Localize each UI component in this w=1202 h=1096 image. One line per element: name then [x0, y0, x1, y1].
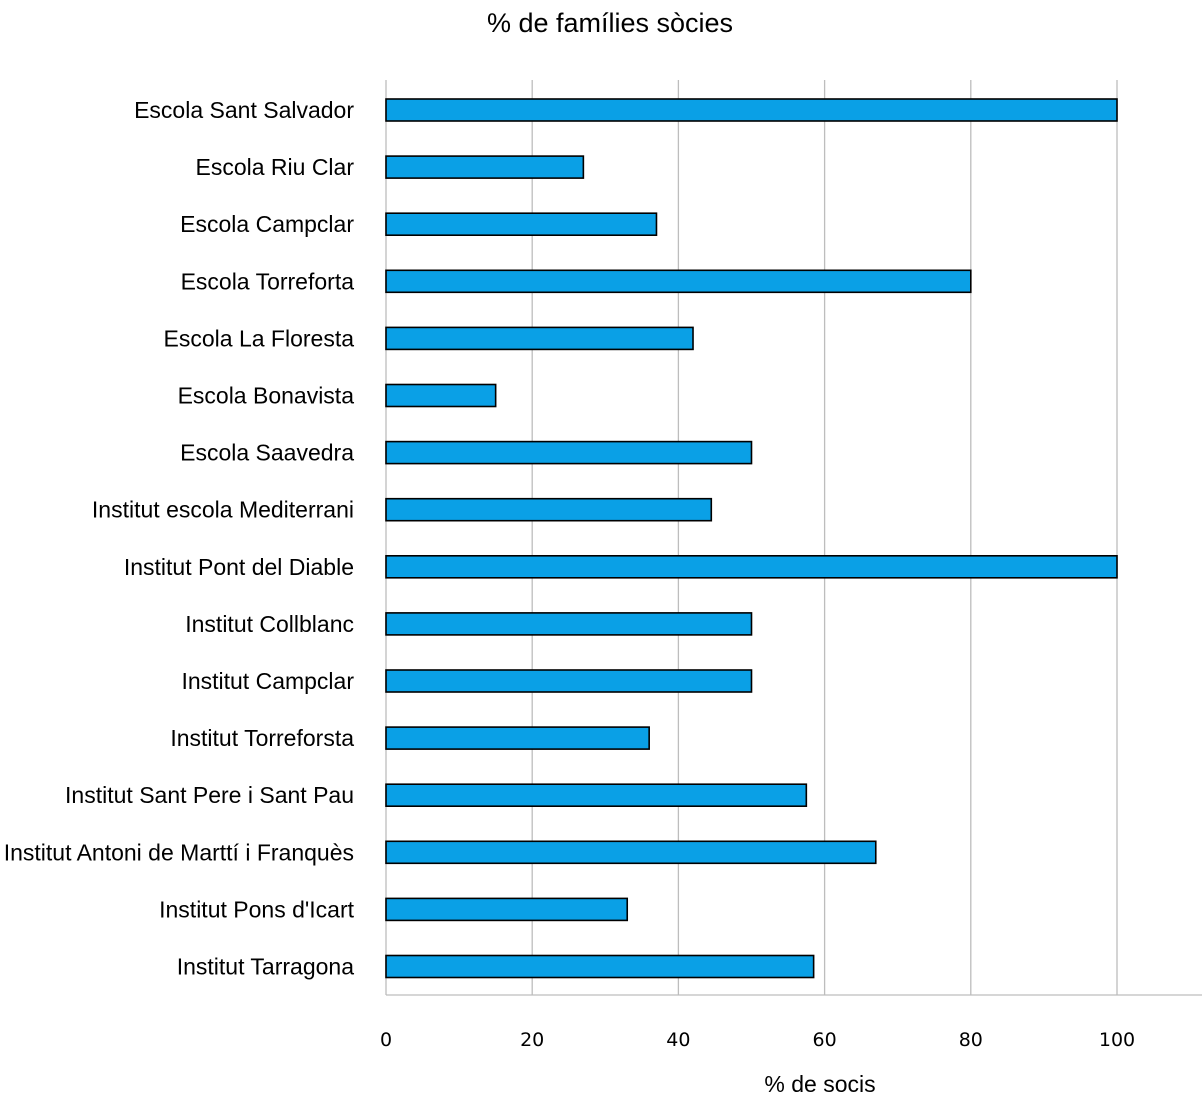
- bar-11: [385, 726, 650, 750]
- x-tick-label: 40: [666, 1029, 690, 1051]
- category-label: Institut Pons d'Icart: [159, 896, 354, 922]
- x-axis-title: % de socis: [764, 1071, 875, 1096]
- bar-14: [385, 897, 629, 922]
- x-tick-labels: 0 20 40 60 80 100: [380, 1029, 1135, 1051]
- category-label: Escola Bonavista: [178, 383, 355, 409]
- category-label: Escola Campclar: [180, 211, 354, 237]
- chart-title: % de famílies sòcies: [486, 8, 734, 38]
- bar-1: [385, 155, 585, 179]
- category-label: Institut Campclar: [181, 668, 354, 694]
- bar-3: [385, 269, 972, 294]
- category-label: Institut escola Mediterrani: [92, 497, 354, 523]
- category-label: Institut Pont del Diable: [124, 554, 354, 580]
- bar-5: [385, 383, 497, 408]
- category-labels: Escola Sant Salvador Escola Riu Clar Escol…: [4, 97, 355, 980]
- bar-13: [385, 840, 877, 865]
- bar-4: [385, 326, 694, 351]
- x-tick-label: 20: [520, 1029, 544, 1051]
- x-tick-label: 0: [380, 1029, 392, 1051]
- bar-12: [385, 783, 808, 808]
- x-tick-label: 100: [1099, 1029, 1135, 1051]
- category-label: Escola Saavedra: [180, 440, 354, 466]
- bars: [385, 98, 1118, 979]
- x-tick-label: 80: [959, 1029, 983, 1051]
- bar-7: [385, 497, 713, 522]
- category-label: Escola Sant Salvador: [134, 97, 354, 123]
- category-label: Institut Torreforsta: [170, 725, 354, 751]
- category-label: Institut Collblanc: [185, 611, 354, 637]
- bar-8: [385, 554, 1118, 579]
- category-label: Institut Antoni de Marttí i Franquès: [4, 839, 354, 865]
- bar-0: [385, 98, 1118, 122]
- category-label: Escola Torreforta: [181, 268, 355, 294]
- bar-2: [385, 212, 658, 236]
- bar-6: [385, 440, 753, 465]
- category-label: Escola La Floresta: [164, 325, 355, 351]
- bar-10: [385, 669, 753, 693]
- category-label: Institut Tarragona: [177, 954, 355, 980]
- category-label: Institut Sant Pere i Sant Pau: [65, 782, 354, 808]
- bar-9: [385, 612, 753, 636]
- x-tick-label: 60: [813, 1029, 837, 1051]
- category-label: Escola Riu Clar: [196, 154, 355, 180]
- bar-15: [385, 954, 815, 979]
